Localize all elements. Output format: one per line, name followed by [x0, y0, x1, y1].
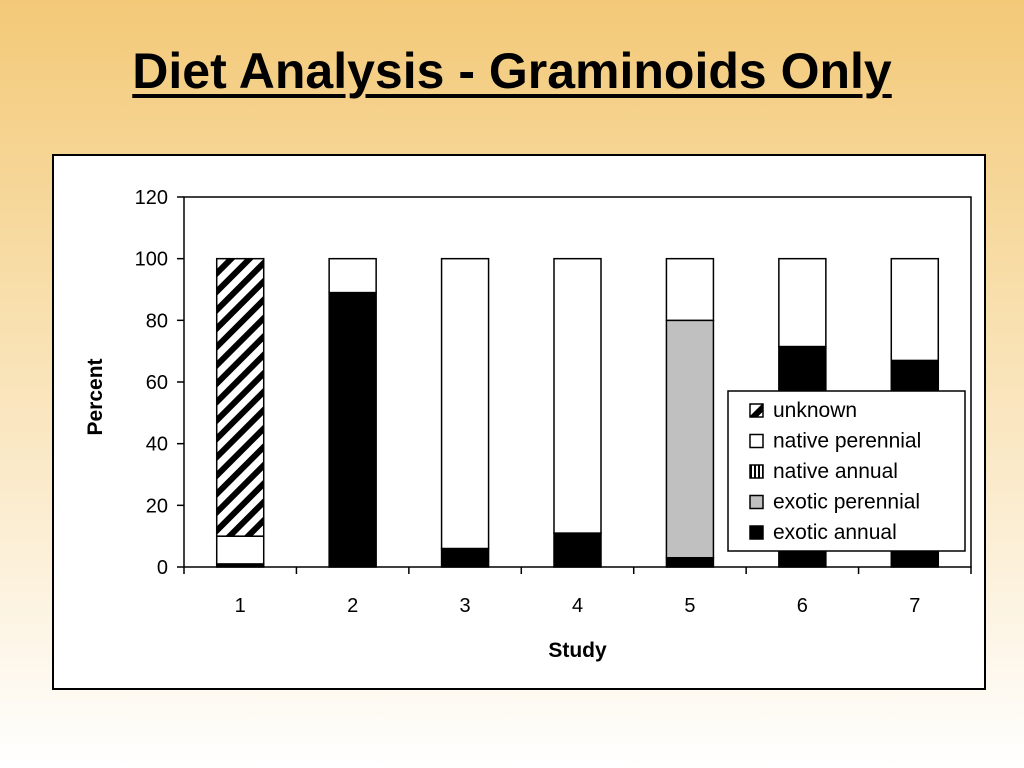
y-tick-label: 100: [135, 249, 168, 271]
y-tick-label: 80: [146, 310, 168, 332]
y-axis-title: Percent: [84, 358, 107, 435]
bar-segment-native-perennial: [215, 535, 265, 565]
x-tick-label: 1: [235, 595, 246, 617]
legend-label-exotic-perennial: exotic perennial: [773, 491, 920, 514]
x-tick-label: 3: [460, 595, 471, 617]
x-tick-label: 7: [909, 595, 920, 617]
x-tick-label: 4: [572, 595, 583, 617]
legend-label-unknown: unknown: [773, 399, 857, 422]
bar-segment-native-perennial: [553, 257, 602, 534]
slide-title: Diet Analysis - Graminoids Only: [132, 43, 892, 99]
bar-segment-exotic-annual: [553, 532, 602, 568]
legend-label-native-annual: native annual: [773, 460, 898, 483]
bar-segment-native-perennial: [328, 257, 377, 294]
bar-segment-exotic-annual: [440, 547, 490, 568]
legend-swatch-native-annual: [749, 464, 764, 479]
x-tick-label: 5: [684, 595, 695, 617]
stacked-bar-chart: 0 20 40 60 80 100 120 1 2 3 4 5 6 7 Study Percent unknow…: [84, 187, 972, 662]
bar-segment-native-perennial: [890, 257, 940, 362]
legend-swatch-exotic-perennial: [749, 494, 764, 510]
bar-segment-exotic-annual: [328, 291, 377, 568]
bar-segment-exotic-annual: [665, 557, 715, 568]
bar-segment-native-perennial: [778, 257, 827, 348]
x-tick-label: 6: [797, 595, 808, 617]
legend-label-exotic-annual: exotic annual: [773, 521, 897, 544]
legend-label-native-perennial: native perennial: [773, 430, 921, 453]
legend-swatch-native-perennial: [749, 433, 764, 449]
bar-segment-native-perennial: [665, 257, 715, 322]
legend-box: [727, 390, 966, 552]
x-tick-label: 2: [347, 595, 358, 617]
legend-swatch-exotic-annual: [749, 525, 764, 540]
bar-segment-native-perennial: [440, 257, 490, 550]
y-tick-label: 40: [146, 434, 168, 456]
y-tick-label: 0: [157, 557, 168, 579]
legend-swatch-unknown: [749, 403, 764, 418]
y-tick-label: 20: [146, 495, 168, 517]
y-tick-label: 60: [146, 372, 168, 394]
chart-frame: 0 20 40 60 80 100 120 1 2 3 4 5 6 7 Study Percent unknow…: [52, 154, 986, 690]
y-tick-label: 120: [135, 187, 168, 209]
bar-segment-unknown: [215, 257, 265, 537]
bar-segment-exotic-perennial: [665, 319, 715, 559]
x-axis-title: Study: [548, 639, 607, 662]
